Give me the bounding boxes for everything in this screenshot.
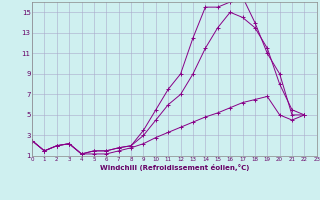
X-axis label: Windchill (Refroidissement éolien,°C): Windchill (Refroidissement éolien,°C)	[100, 164, 249, 171]
